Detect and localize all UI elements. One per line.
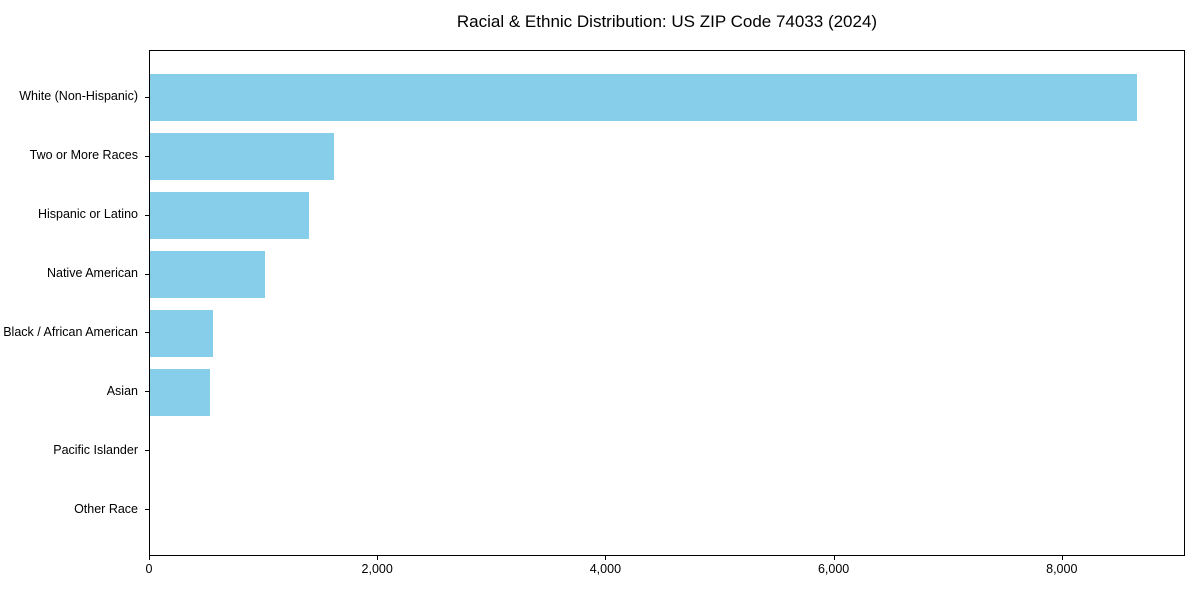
y-tick-label-pacific-islander: Pacific Islander [53, 442, 138, 457]
y-tick-label-black-african-american: Black / African American [3, 324, 138, 339]
x-tick-label: 6,000 [817, 562, 850, 576]
bar-two-or-more-races [150, 133, 334, 181]
y-tick-mark [145, 96, 149, 98]
y-tick-mark [145, 155, 149, 157]
x-tick-label: 4,000 [589, 562, 622, 576]
y-tick-mark [145, 450, 149, 452]
bar-black-african-american [150, 309, 213, 357]
y-tick-label-native-american: Native American [46, 266, 138, 280]
x-tick-mark [833, 556, 835, 560]
y-tick-mark [145, 391, 149, 393]
x-tick-mark [1061, 556, 1063, 560]
y-tick-mark [145, 273, 149, 275]
x-tick-mark [605, 556, 607, 560]
x-tick-mark [149, 556, 150, 560]
bar-white-non-hispanic [150, 74, 1137, 122]
y-tick-label-white-non-hispanic: White (Non-Hispanic) [19, 89, 138, 104]
x-tick-label: 8,000 [1046, 562, 1078, 576]
plot-area [149, 50, 1185, 556]
y-tick-mark [145, 509, 149, 511]
chart-title: Racial & Ethnic Distribution: US ZIP Cod… [456, 12, 878, 31]
x-tick-label: 2,000 [361, 562, 393, 576]
y-tick-label-two-or-more-races: Two or More Races [29, 148, 138, 163]
x-tick-mark [377, 556, 379, 560]
bar-asian [150, 368, 210, 416]
y-tick-mark [145, 332, 149, 334]
y-tick-label-other-race: Other Race [74, 501, 138, 516]
y-tick-mark [145, 214, 149, 216]
x-tick-label: 0 [145, 562, 153, 576]
bar-hispanic-or-latino [150, 192, 309, 240]
y-tick-label-hispanic-or-latino: Hispanic or Latino [37, 207, 138, 222]
y-tick-label-asian: Asian [106, 383, 138, 398]
bar-native-american [150, 251, 265, 298]
